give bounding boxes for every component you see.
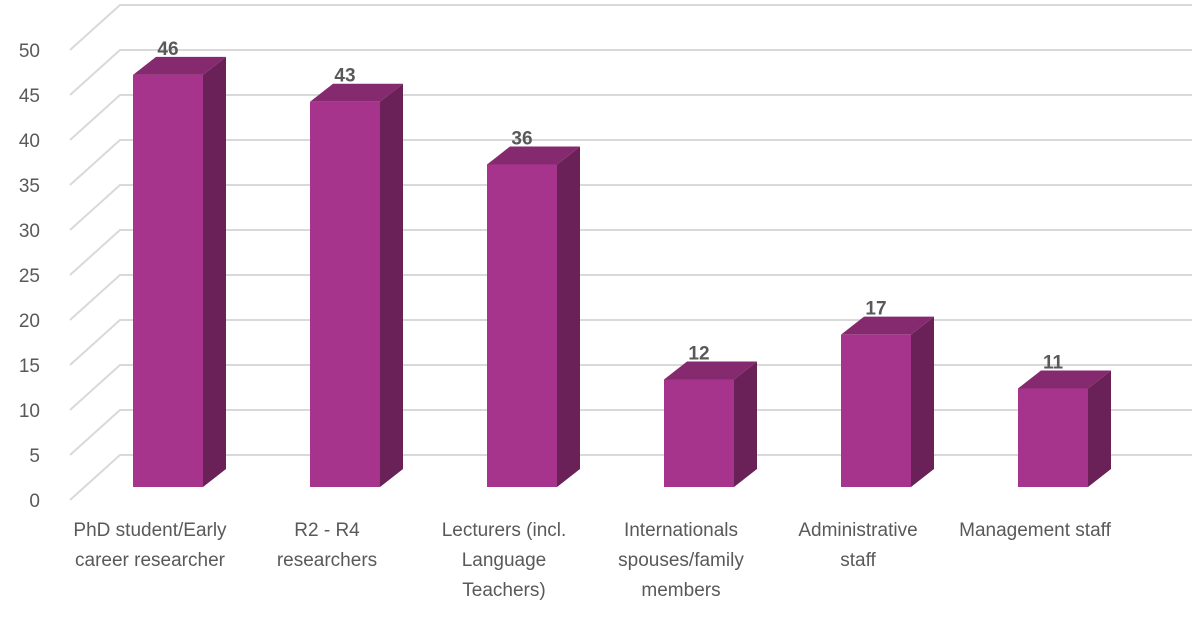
y-tick-label: 45 — [19, 86, 40, 107]
bar — [487, 164, 557, 487]
value-label: 17 — [865, 299, 886, 320]
x-tick-label: Administrative staff — [778, 516, 938, 576]
bar-side — [203, 57, 226, 487]
bar — [133, 75, 203, 487]
grid-line — [70, 140, 1192, 185]
bar-side — [380, 84, 403, 487]
bar-side — [557, 146, 580, 487]
bar-side — [1088, 370, 1111, 487]
grid-line — [70, 275, 1192, 320]
value-label: 36 — [511, 128, 532, 149]
bar — [841, 335, 911, 487]
y-tick-label: 0 — [29, 491, 40, 512]
value-label: 43 — [334, 66, 355, 87]
x-tick-label: Internationals spouses/family members — [601, 516, 761, 606]
y-tick-label: 50 — [19, 41, 40, 62]
y-tick-label: 40 — [19, 131, 40, 152]
x-tick-label: PhD student/Early career researcher — [70, 516, 230, 576]
bar — [664, 379, 734, 487]
x-tick-label: Management staff — [955, 516, 1115, 546]
y-tick-label: 10 — [19, 401, 40, 422]
x-tick-label: R2 - R4 researchers — [247, 516, 407, 576]
grid-line — [70, 5, 1192, 50]
chart: 0 5 10 15 20 25 30 35 40 45 50 46 43 36 12 17 11 PhD stu… — [0, 0, 1192, 630]
x-tick-label: Lecturers (incl. Language Teachers) — [424, 516, 584, 606]
value-label: 11 — [1043, 352, 1064, 373]
bar-side — [911, 317, 934, 487]
value-label: 46 — [157, 39, 178, 60]
grid-line — [70, 320, 1192, 365]
bar-side — [734, 361, 757, 487]
grid-line — [70, 230, 1192, 275]
bar — [1018, 388, 1088, 487]
y-tick-label: 25 — [19, 266, 40, 287]
y-tick-label: 35 — [19, 176, 40, 197]
bar — [310, 102, 380, 487]
grid-line — [70, 95, 1192, 140]
y-tick-label: 30 — [19, 221, 40, 242]
value-label: 12 — [688, 343, 709, 364]
grid-line — [70, 185, 1192, 230]
y-tick-label: 5 — [29, 446, 40, 467]
grid-line — [70, 50, 1192, 95]
y-tick-label: 20 — [19, 311, 40, 332]
y-tick-label: 15 — [19, 356, 40, 377]
